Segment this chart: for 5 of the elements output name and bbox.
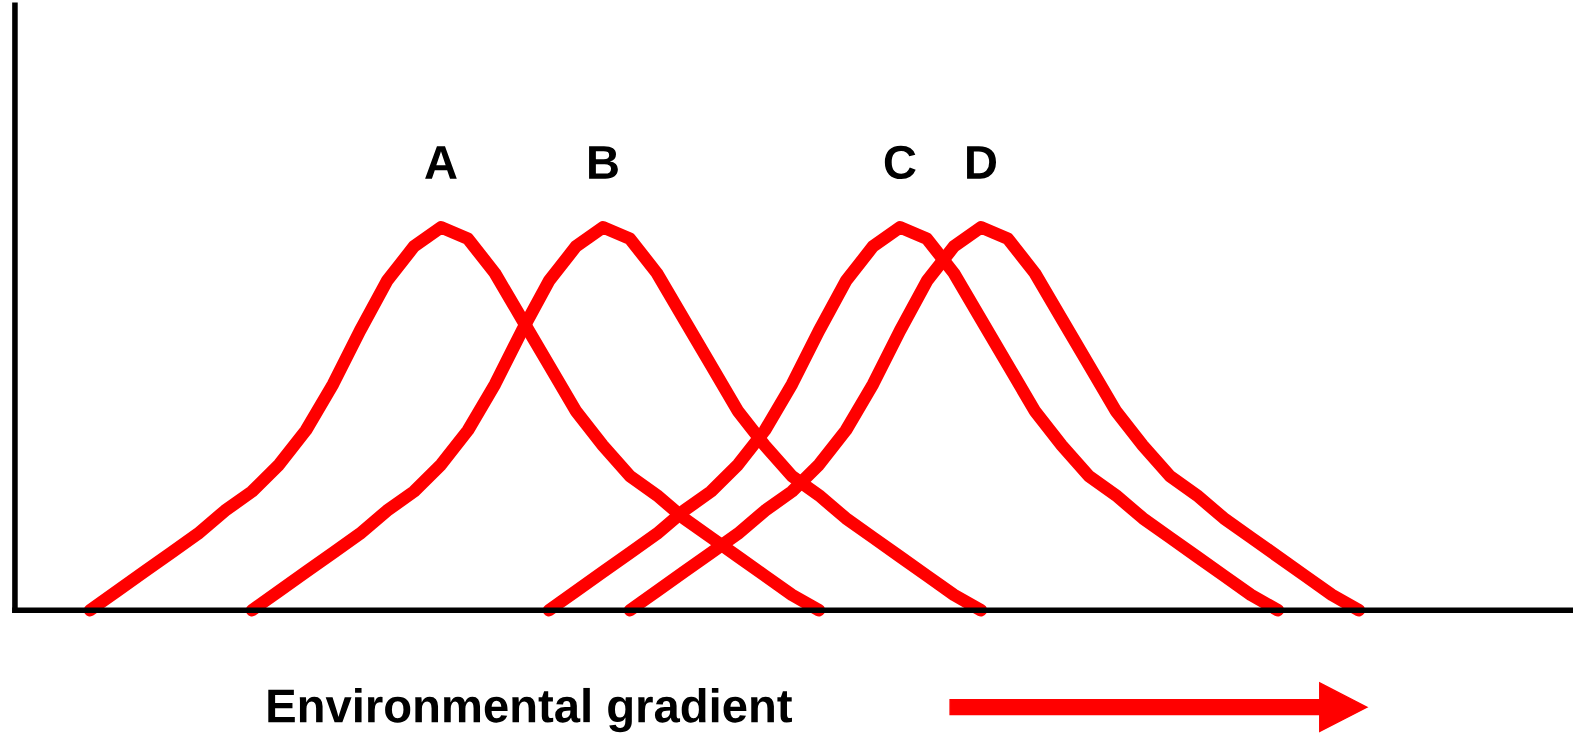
series-label: A — [425, 146, 457, 179]
x-axis-title: Environmental gradient — [268, 687, 792, 733]
series-label: C — [884, 145, 916, 180]
series-label: D — [967, 146, 997, 179]
series-label: B — [589, 146, 618, 179]
